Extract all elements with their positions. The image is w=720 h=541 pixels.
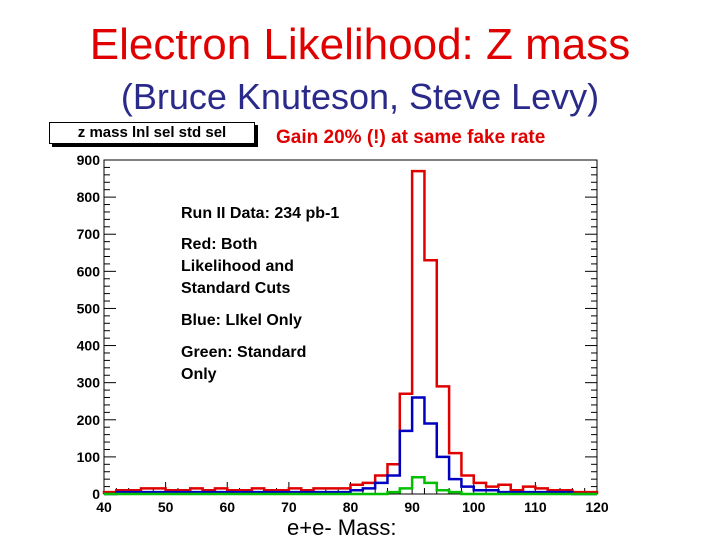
x-tick-label: 50	[158, 499, 174, 515]
x-tick-label: 60	[219, 499, 235, 515]
x-axis-label: e+e- Mass:	[287, 515, 397, 540]
x-tick-label: 80	[343, 499, 359, 515]
y-tick-label: 700	[77, 226, 101, 242]
slide-subtitle: (Bruce Knuteson, Steve Levy)	[120, 76, 600, 117]
x-tick-label: 70	[281, 499, 297, 515]
axes	[103, 159, 598, 495]
y-tick-label: 300	[77, 375, 101, 391]
x-tick-label: 40	[96, 499, 112, 515]
y-tick-label: 600	[77, 263, 101, 279]
y-tick-label: 900	[77, 152, 101, 168]
plot-frame	[103, 159, 598, 495]
series-line-0	[102, 169, 599, 494]
legend-green: Green: Standard Only	[181, 344, 307, 383]
series-line-2	[104, 476, 597, 496]
y-tick-label: 500	[77, 300, 101, 316]
x-tick-label: 120	[585, 499, 609, 515]
y-tick-label: 400	[77, 338, 101, 354]
histogram-label: z mass lnl sel std sel	[49, 122, 255, 144]
legend-red: Red: Both Likelihood and Standard Cuts	[181, 236, 294, 297]
legend-run: Run II Data: 234 pb-1	[181, 205, 340, 222]
slide-title: Electron Likelihood: Z mass	[89, 20, 631, 69]
legend-blue: Blue: LIkel Only	[181, 312, 302, 329]
x-tick-label: 100	[462, 499, 486, 515]
y-tick-label: 0	[92, 486, 100, 502]
tick-labels: 0 100 200 300 400 500 600 700 800 900 40 50 60 70 80 90…	[77, 152, 609, 515]
gain-note: Gain 20% (!) at same fake rate	[276, 127, 546, 148]
x-tick-label: 110	[524, 499, 547, 515]
series-line-1	[104, 396, 597, 496]
y-tick-label: 100	[77, 449, 101, 465]
series-layer	[102, 169, 599, 496]
y-tick-label: 200	[77, 412, 101, 428]
y-tick-label: 800	[77, 189, 101, 205]
x-tick-label: 90	[404, 499, 420, 515]
